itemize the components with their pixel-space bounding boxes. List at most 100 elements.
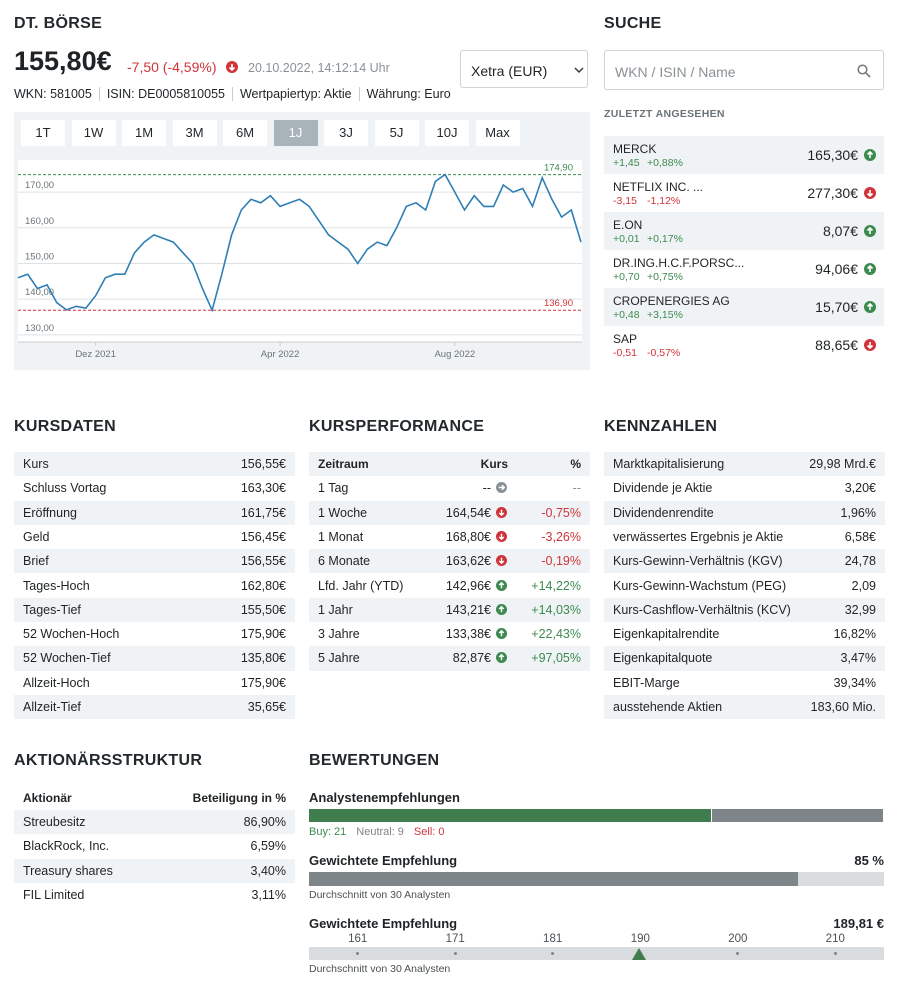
- row-bg: [604, 452, 885, 477]
- trend-icon: [496, 482, 507, 494]
- row-label: 3 Jahre: [318, 627, 360, 642]
- section-title: SUCHE: [604, 15, 662, 32]
- meta-line: WKN: 581005 ISIN: DE0005810055 Wertpapiert…: [14, 87, 451, 101]
- row-kurs: 168,80€: [445, 529, 491, 544]
- price-line: [17, 173, 582, 313]
- y-tick-label: 140,00: [25, 287, 54, 298]
- row-value: 183,60 Mio.: [810, 700, 876, 714]
- row-kurs: --: [482, 481, 491, 496]
- range-button[interactable]: 1T: [21, 120, 65, 146]
- recent-pct: +0,88%: [647, 157, 683, 169]
- recent-price: 165,30€: [807, 147, 858, 163]
- recent-change: +0,01: [613, 233, 640, 245]
- row-value: 86,90%: [243, 815, 286, 829]
- chevron: [574, 67, 584, 73]
- row-value: 3,47%: [840, 651, 876, 666]
- recent-pct: -0,57%: [647, 347, 681, 359]
- target-tick: [356, 952, 360, 955]
- range-button[interactable]: Max: [475, 120, 520, 146]
- count-value: 9: [397, 826, 404, 838]
- row-label: Geld: [23, 529, 50, 544]
- search-icon: [857, 64, 871, 78]
- row-label: Lfd. Jahr (YTD): [318, 578, 404, 593]
- row-bg: [14, 810, 295, 835]
- range-button[interactable]: 1M: [122, 120, 166, 146]
- count-item: Neutral: 9: [356, 826, 404, 838]
- trend-icon: [864, 339, 876, 351]
- trend-icon: [496, 555, 507, 567]
- target-tick-label: 171: [445, 933, 465, 945]
- search-input[interactable]: WKN / ISIN / Name: [604, 50, 884, 90]
- weighted-bar: [309, 872, 798, 886]
- row-value: 24,78: [844, 554, 876, 569]
- datetime: 20.10.2022, 14:12:14 Uhr: [248, 61, 390, 75]
- row-value: 161,75€: [240, 505, 286, 520]
- range-button[interactable]: 10J: [425, 120, 469, 146]
- row-kurs: 82,87€: [452, 651, 491, 666]
- row-label: 52 Wochen-Hoch: [23, 627, 120, 642]
- y-tick-label: 170,00: [25, 180, 54, 191]
- row-bg: [309, 646, 590, 671]
- icon-arrow: [498, 484, 506, 491]
- recent-price: 15,70€: [815, 299, 858, 315]
- row-bg: [14, 695, 295, 720]
- row-value: 135,80€: [240, 651, 286, 666]
- row-label: Dividendenrendite: [613, 505, 714, 520]
- row-bg: [14, 452, 295, 477]
- col-header: Beteiligung in %: [192, 791, 286, 805]
- sub-title: Gewichtete Empfehlung: [309, 853, 458, 868]
- target-tick: [833, 952, 837, 955]
- row-pct: +22,43%: [531, 627, 581, 642]
- row-label: Brief: [23, 554, 49, 569]
- range-button[interactable]: 6M: [223, 120, 267, 146]
- count-label: Neutral:: [356, 826, 395, 838]
- row-bg: [604, 549, 885, 574]
- row-value: 6,59%: [250, 839, 286, 854]
- row-kurs: 133,38€: [445, 627, 491, 642]
- exchange-select[interactable]: Xetra (EUR): [460, 50, 588, 88]
- row-bg: [309, 452, 590, 477]
- row-bg: [604, 646, 885, 671]
- note: Durchschnitt von 30 Analysten: [309, 963, 451, 975]
- row-pct: +97,05%: [531, 651, 581, 666]
- range-button[interactable]: 3J: [324, 120, 368, 146]
- recent-name[interactable]: SAP: [613, 332, 638, 346]
- search-placeholder: WKN / ISIN / Name: [615, 64, 736, 80]
- row-bg: [309, 500, 590, 525]
- recent-name[interactable]: DR.ING.H.C.F.PORSC...: [613, 256, 745, 270]
- range-button[interactable]: 5J: [374, 120, 419, 146]
- row-pct: -0,19%: [541, 554, 581, 569]
- target-tick-label: 181: [543, 933, 563, 945]
- recent-name[interactable]: E.ON: [613, 218, 643, 232]
- row-label: 52 Wochen-Tief: [23, 651, 111, 666]
- row-label: EBIT-Marge: [613, 675, 680, 690]
- target-tick: [453, 952, 457, 955]
- count-value: 21: [334, 826, 347, 838]
- recent-change: -0,51: [613, 347, 637, 359]
- icon-arrow: [498, 557, 505, 565]
- recent-change: -3,15: [613, 195, 637, 207]
- row-kurs: 163,62€: [445, 554, 491, 569]
- analyst-counts: Buy: 21 Neutral: 9 Sell: 0: [309, 826, 454, 838]
- recent-name[interactable]: MERCK: [613, 142, 657, 156]
- recent-pct: -1,12%: [647, 195, 681, 207]
- row-label: Tages-Hoch: [23, 578, 90, 593]
- row-value: 175,90€: [240, 675, 286, 690]
- recent-name[interactable]: NETFLIX INC. ...: [613, 180, 704, 194]
- section-title: DT. BÖRSE: [14, 15, 103, 32]
- row-bg: [14, 500, 295, 525]
- range-button[interactable]: 1J: [273, 120, 318, 146]
- row-kurs: 143,21€: [445, 602, 491, 617]
- recent-name[interactable]: CROPENERGIES AG: [613, 294, 730, 308]
- range-button[interactable]: 1W: [71, 120, 116, 146]
- range-button[interactable]: 3M: [172, 120, 217, 146]
- price: 155,80€: [14, 46, 112, 76]
- section-title: KURSDATEN: [14, 418, 116, 435]
- row-label: Treasury shares: [23, 863, 113, 878]
- recent-title: ZULETZT ANGESEHEN: [604, 108, 725, 120]
- meta-item: Wertpapiertyp: Aktie: [231, 87, 352, 101]
- recent-pct: +0,75%: [647, 271, 683, 283]
- icon-arrow: [498, 629, 505, 637]
- row-label: Schluss Vortag: [23, 481, 107, 496]
- analyst-bar: [711, 809, 883, 822]
